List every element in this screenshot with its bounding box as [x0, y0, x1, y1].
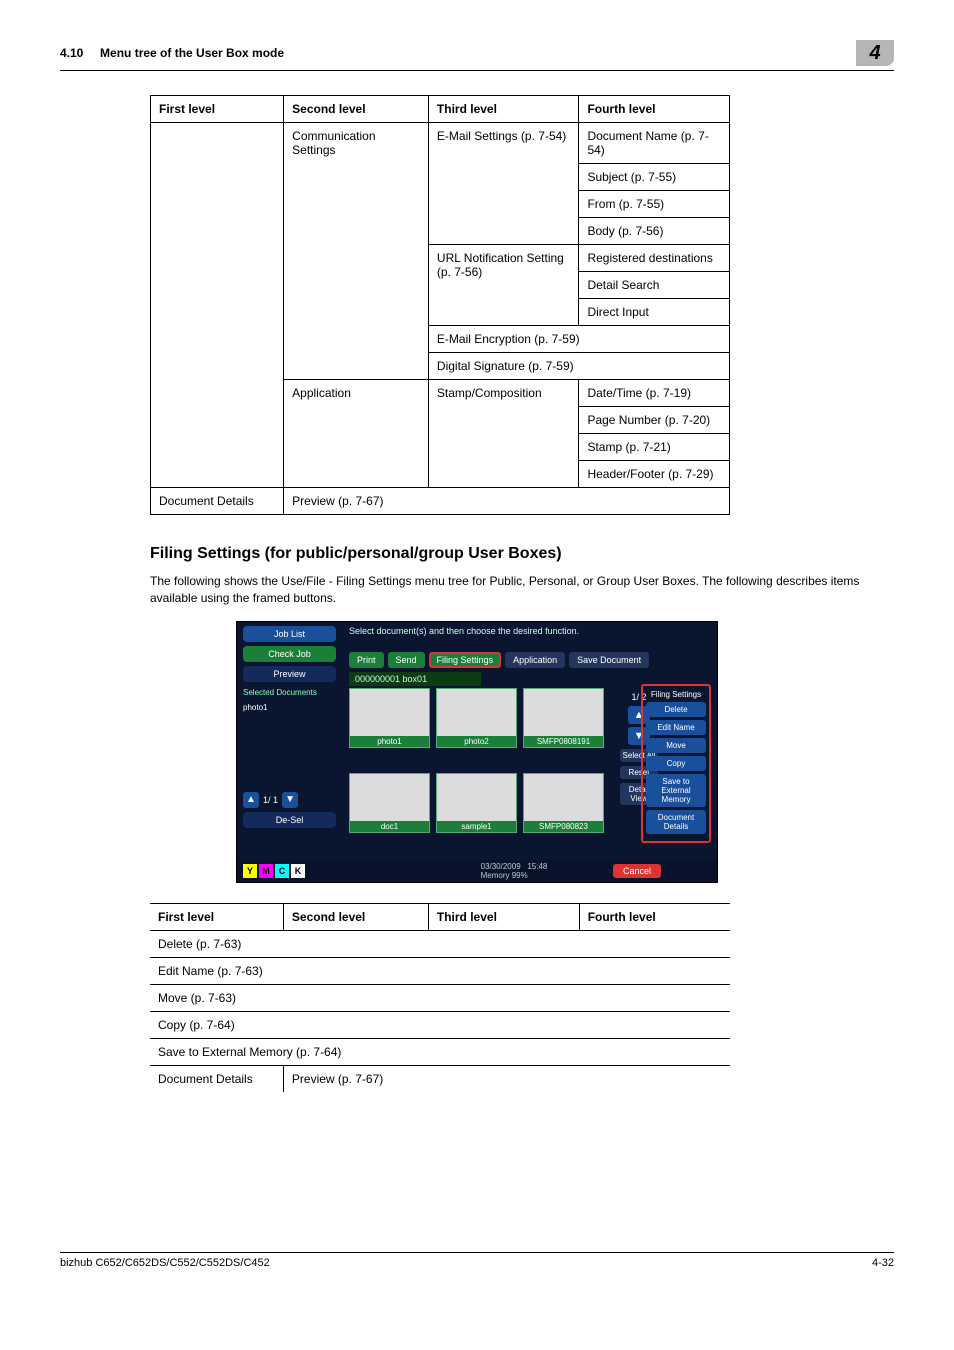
selected-documents-label: Selected Documents — [243, 688, 336, 697]
cell-from: From (p. 7-55) — [579, 191, 730, 218]
cell-stamp-comp: Stamp/Composition — [428, 380, 579, 488]
thumb[interactable] — [436, 688, 517, 748]
tab-application[interactable]: Application — [505, 652, 565, 668]
chapter-badge: 4 — [856, 40, 894, 66]
selected-doc-name: photo1 — [243, 703, 336, 712]
cell-email-settings: E-Mail Settings (p. 7-54) — [428, 123, 579, 245]
box-id-label: 000000001 box01 — [349, 672, 481, 686]
cell-direct-input: Direct Input — [579, 299, 730, 326]
cell-application: Application — [284, 380, 429, 488]
cell-header-footer: Header/Footer (p. 7-29) — [579, 461, 730, 488]
ymck-indicator: Y M C K — [243, 864, 305, 878]
f-move: Move (p. 7-63) — [150, 984, 730, 1011]
thumb[interactable] — [523, 773, 604, 833]
scr-left-panel: Job List Check Job Preview Selected Docu… — [237, 622, 342, 882]
tab-filing-settings[interactable]: Filing Settings — [429, 652, 502, 668]
memory-label: Memory 99% — [481, 871, 528, 880]
product-name: bizhub C652/C652DS/C552/C552DS/C452 — [60, 1257, 270, 1269]
filing-head: Filing Settings — [646, 690, 706, 699]
edit-name-button[interactable]: Edit Name — [646, 720, 706, 735]
scr-tabs: Print Send Filing Settings Application S… — [349, 652, 649, 668]
filing-tree-table: First level Second level Third level Fou… — [150, 903, 730, 1092]
preview-button[interactable]: Preview — [243, 666, 336, 682]
cell-digital-signature: Digital Signature (p. 7-59) — [428, 353, 729, 380]
y-icon: Y — [243, 864, 257, 878]
copy-button[interactable]: Copy — [646, 756, 706, 771]
f-edit-name: Edit Name (p. 7-63) — [150, 957, 730, 984]
c-icon: C — [275, 864, 289, 878]
time-label: 15:48 — [527, 862, 547, 871]
scr-footer: Y M C K 03/30/2009 15:48 Memory 99% Canc… — [237, 860, 717, 882]
cell-url-notification: URL Notification Setting (p. 7-56) — [428, 245, 579, 326]
f-col-second: Second level — [283, 903, 428, 930]
cell-first-empty — [151, 123, 284, 488]
footer-meta: 03/30/2009 15:48 Memory 99% — [481, 862, 548, 880]
cell-doc-name: Document Name (p. 7-54) — [579, 123, 730, 164]
up-arrow-icon[interactable]: ▲ — [243, 792, 259, 808]
section-number: 4.10 — [60, 46, 83, 60]
m-icon: M — [259, 864, 273, 878]
filing-settings-title: Filing Settings (for public/personal/gro… — [150, 545, 894, 563]
f-copy: Copy (p. 7-64) — [150, 1011, 730, 1038]
thumb-area — [349, 688, 604, 853]
filing-settings-intro: The following shows the Use/File - Filin… — [150, 573, 890, 607]
f-col-third: Third level — [428, 903, 579, 930]
down-arrow-icon[interactable]: ▼ — [282, 792, 298, 808]
cell-datetime: Date/Time (p. 7-19) — [579, 380, 730, 407]
delete-button[interactable]: Delete — [646, 702, 706, 717]
cancel-button[interactable]: Cancel — [613, 864, 661, 878]
col-second-level: Second level — [284, 96, 429, 123]
tab-send[interactable]: Send — [388, 652, 425, 668]
ui-screenshot: Select document(s) and then choose the d… — [236, 621, 718, 883]
page-footer: bizhub C652/C652DS/C552/C552DS/C452 4-32 — [60, 1252, 894, 1269]
f-col-first: First level — [150, 903, 283, 930]
filing-buttons-panel: Filing Settings Delete Edit Name Move Co… — [641, 684, 711, 843]
date-label: 03/30/2009 — [481, 862, 521, 871]
tab-save-doc[interactable]: Save Document — [569, 652, 649, 668]
move-button[interactable]: Move — [646, 738, 706, 753]
thumb[interactable] — [349, 688, 430, 748]
menu-tree-table: First level Second level Third level Fou… — [150, 95, 730, 515]
check-job-button[interactable]: Check Job — [243, 646, 336, 662]
save-ext-button[interactable]: Save to External Memory — [646, 774, 706, 807]
cell-stamp: Stamp (p. 7-21) — [579, 434, 730, 461]
col-fourth-level: Fourth level — [579, 96, 730, 123]
filing-header-row: First level Second level Third level Fou… — [150, 903, 730, 930]
tab-print[interactable]: Print — [349, 652, 384, 668]
f-preview: Preview (p. 7-67) — [283, 1065, 730, 1092]
cell-comm-settings: Communication Settings — [284, 123, 429, 380]
cell-doc-details: Document Details — [151, 488, 284, 515]
cell-preview: Preview (p. 7-67) — [284, 488, 730, 515]
thumb[interactable] — [523, 688, 604, 748]
cell-body: Body (p. 7-56) — [579, 218, 730, 245]
f-save-ext: Save to External Memory (p. 7-64) — [150, 1038, 730, 1065]
doc-details-button[interactable]: Document Details — [646, 810, 706, 834]
page-header: 4.10 Menu tree of the User Box mode 4 — [60, 40, 894, 71]
cell-registered-dest: Registered destinations — [579, 245, 730, 272]
f-delete: Delete (p. 7-63) — [150, 930, 730, 957]
col-first-level: First level — [151, 96, 284, 123]
thumb[interactable] — [349, 773, 430, 833]
table-header-row: First level Second level Third level Fou… — [151, 96, 730, 123]
section-title: Menu tree of the User Box mode — [100, 46, 284, 60]
f-doc-details: Document Details — [150, 1065, 283, 1092]
cell-detail-search: Detail Search — [579, 272, 730, 299]
left-pager-count: 1/ 1 — [263, 795, 278, 805]
job-list-button[interactable]: Job List — [243, 626, 336, 642]
scr-instruction: Select document(s) and then choose the d… — [349, 626, 579, 637]
section-heading: 4.10 Menu tree of the User Box mode — [60, 46, 284, 60]
k-icon: K — [291, 864, 305, 878]
page-number: 4-32 — [872, 1257, 894, 1269]
cell-email-encryption: E-Mail Encryption (p. 7-59) — [428, 326, 729, 353]
desel-button[interactable]: De-Sel — [243, 812, 336, 828]
left-pager: ▲ 1/ 1 ▼ — [243, 792, 336, 808]
cell-page-number: Page Number (p. 7-20) — [579, 407, 730, 434]
f-col-fourth: Fourth level — [579, 903, 730, 930]
cell-subject: Subject (p. 7-55) — [579, 164, 730, 191]
thumb[interactable] — [436, 773, 517, 833]
col-third-level: Third level — [428, 96, 579, 123]
